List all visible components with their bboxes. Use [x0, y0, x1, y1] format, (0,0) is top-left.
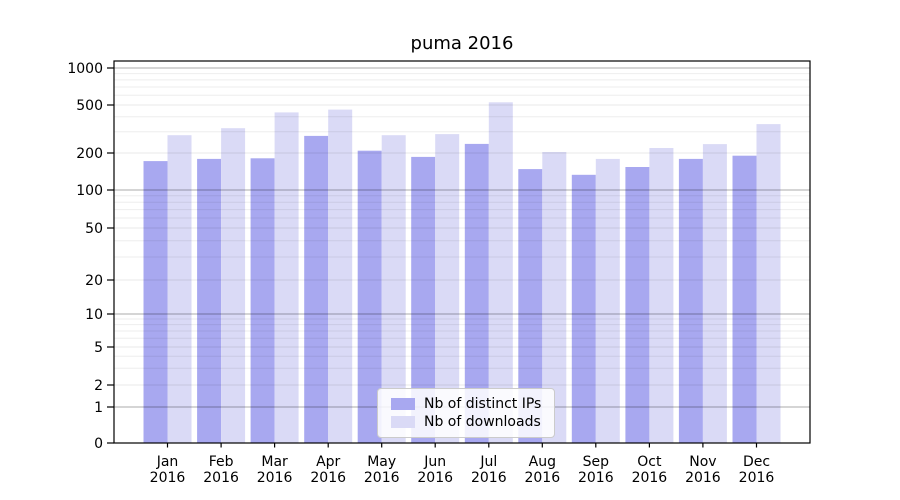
bar-nb-of-downloads-nov [702, 144, 727, 443]
x-tick-label-year: 2016 [578, 470, 614, 486]
y-axis: 0 1 2 5 10 20 50 100 200 500 1000 [67, 61, 114, 452]
bar-nb-of-distinct-ips-apr [304, 135, 329, 443]
bar-nb-of-downloads-apr [328, 109, 353, 443]
legend: Nb of distinct IPs Nb of downloads [377, 388, 555, 438]
x-tick-label-year: 2016 [364, 470, 400, 486]
y-tick-label: 1 [94, 400, 103, 416]
x-tick-label-month: Apr [316, 454, 340, 470]
x-tick-label-year: 2016 [739, 470, 775, 486]
x-tick-label-month: Jun [423, 454, 446, 470]
bar-nb-of-distinct-ips-jan [143, 161, 168, 443]
x-axis: Jan2016Feb2016Mar2016Apr2016May2016Jun20… [150, 443, 775, 486]
bar-nb-of-downloads-dec [756, 124, 781, 443]
bar-nb-of-distinct-ips-nov [678, 158, 703, 443]
y-tick-label: 50 [85, 221, 103, 237]
x-tick-label-year: 2016 [150, 470, 186, 486]
y-tick-label: 200 [76, 146, 103, 162]
bar-nb-of-distinct-ips-oct [625, 167, 650, 443]
x-tick-label-month: Sep [583, 454, 610, 470]
legend-swatch-distinct-ips [391, 398, 415, 410]
x-tick-label-month: Oct [637, 454, 662, 470]
x-tick-label-month: Nov [689, 454, 716, 470]
x-tick-label-year: 2016 [257, 470, 293, 486]
bar-nb-of-distinct-ips-mar [250, 158, 275, 444]
y-tick-label: 5 [94, 340, 103, 356]
x-tick-label-year: 2016 [632, 470, 668, 486]
x-tick-label-month: Dec [743, 454, 770, 470]
chart-title: puma 2016 [410, 33, 514, 54]
bar-nb-of-downloads-oct [649, 148, 674, 443]
bar-nb-of-downloads-jan [167, 135, 192, 443]
x-tick-label-year: 2016 [471, 470, 507, 486]
legend-item-downloads: Nb of downloads [391, 415, 554, 429]
x-tick-label-year: 2016 [685, 470, 721, 486]
y-tick-label: 2 [94, 378, 103, 394]
x-tick-label-year: 2016 [524, 470, 560, 486]
y-tick-label: 20 [85, 273, 103, 289]
gridlines [114, 67, 810, 408]
y-tick-label: 0 [94, 436, 103, 452]
bar-nb-of-downloads-sep [595, 158, 620, 443]
x-tick-label-month: Mar [261, 454, 288, 470]
bar-nb-of-distinct-ips-sep [571, 174, 596, 444]
x-tick-label-year: 2016 [310, 470, 346, 486]
bar-nb-of-downloads-jul [488, 102, 513, 444]
y-tick-label: 10 [85, 307, 103, 323]
bar-nb-of-downloads-mar [274, 112, 299, 444]
legend-label-downloads: Nb of downloads [424, 414, 541, 430]
bar-nb-of-downloads-feb [221, 128, 246, 443]
y-tick-label: 1000 [67, 61, 103, 77]
y-tick-label: 500 [76, 98, 103, 114]
bar-nb-of-distinct-ips-feb [197, 158, 222, 443]
x-tick-label-month: Feb [209, 454, 234, 470]
bar-nb-of-distinct-ips-dec [732, 155, 757, 443]
x-tick-label-month: Jan [156, 454, 179, 470]
x-tick-label-year: 2016 [417, 470, 453, 486]
legend-swatch-downloads [391, 416, 415, 428]
x-tick-label-year: 2016 [203, 470, 239, 486]
legend-label-distinct-ips: Nb of distinct IPs [424, 396, 542, 412]
x-tick-label-month: May [367, 454, 396, 470]
y-tick-label: 100 [76, 183, 103, 199]
axes-frame [113, 60, 811, 444]
x-tick-label-month: Jul [479, 454, 497, 470]
x-tick-label-month: Aug [529, 454, 556, 470]
legend-item-distinct-ips: Nb of distinct IPs [391, 397, 554, 411]
